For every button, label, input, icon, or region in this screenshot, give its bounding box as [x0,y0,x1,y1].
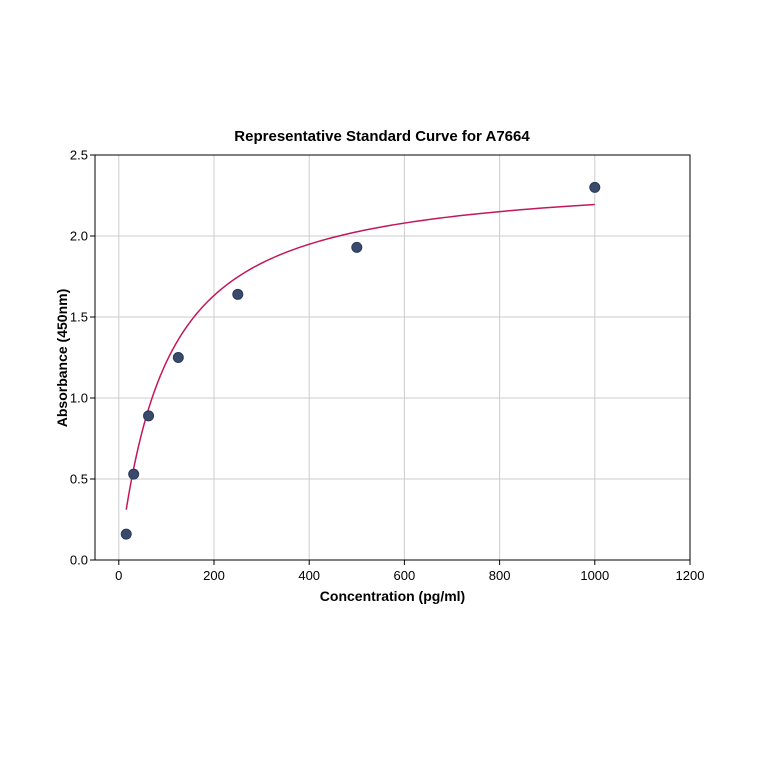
x-tick-label: 1000 [580,568,609,583]
chart-title: Representative Standard Curve for A7664 [0,128,764,145]
data-point [352,242,362,252]
y-tick-label: 2.5 [60,148,88,163]
data-point [233,289,243,299]
x-axis-label: Concentration (pg/ml) [95,588,690,604]
x-tick-label: 1200 [676,568,705,583]
x-tick-label: 0 [115,568,122,583]
data-point [129,469,139,479]
y-tick-label: 2.0 [60,229,88,244]
data-point [144,411,154,421]
chart-plot-area [95,155,690,560]
chart-svg [95,155,690,560]
y-tick-label: 1.0 [60,391,88,406]
y-axis-label: Absorbance (450nm) [54,258,70,458]
x-tick-label: 200 [203,568,225,583]
x-tick-label: 800 [489,568,511,583]
y-tick-label: 0.5 [60,472,88,487]
data-point [173,353,183,363]
x-tick-label: 600 [394,568,416,583]
y-tick-label: 1.5 [60,310,88,325]
x-tick-label: 400 [298,568,320,583]
data-point [121,529,131,539]
plot-frame [95,155,690,560]
y-tick-label: 0.0 [60,553,88,568]
data-point [590,182,600,192]
